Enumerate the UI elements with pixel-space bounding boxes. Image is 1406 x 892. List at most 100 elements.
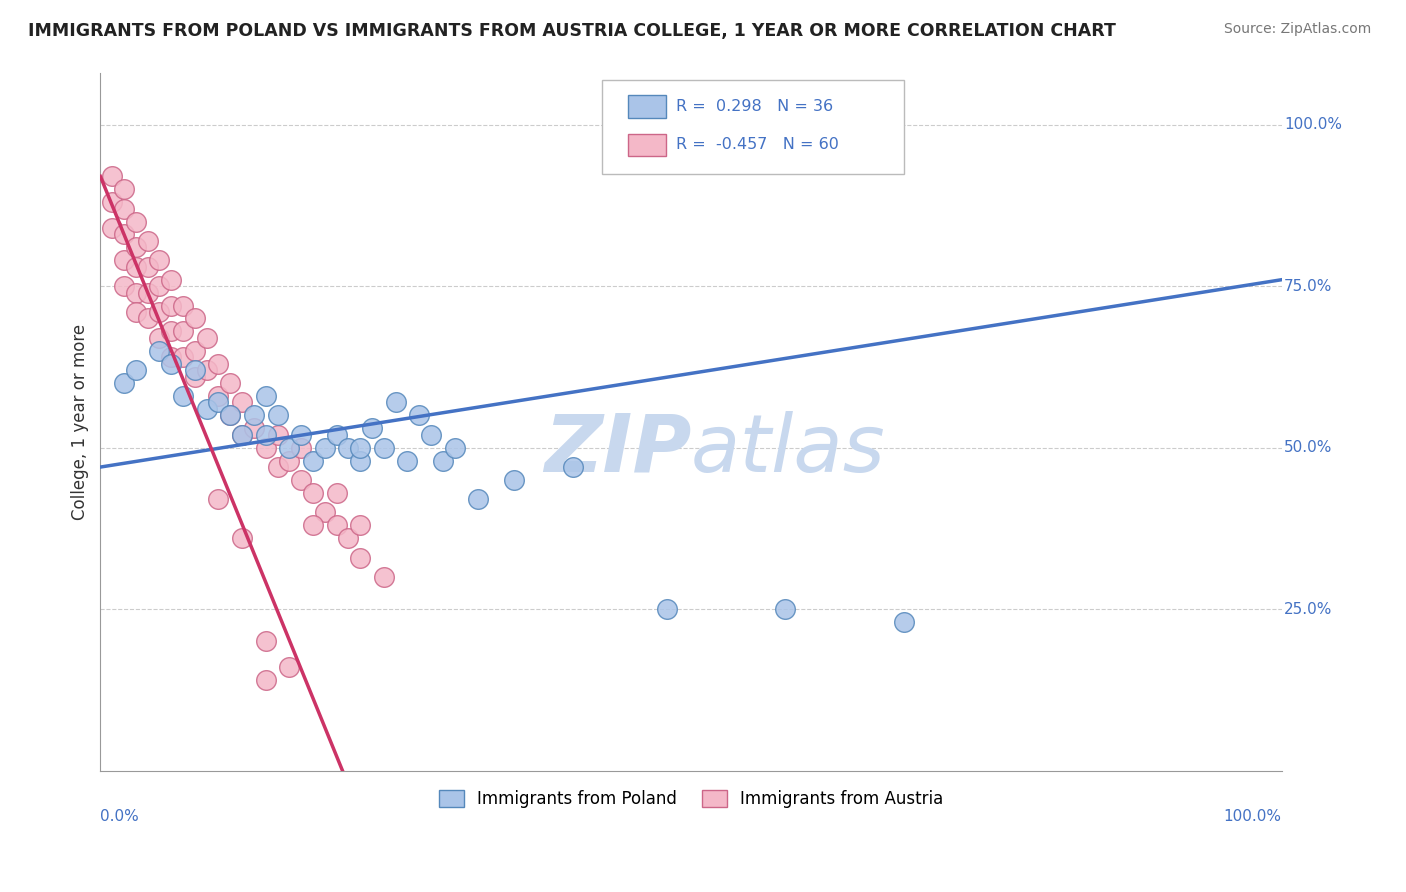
Point bbox=[125, 214, 148, 228]
Point bbox=[207, 492, 229, 507]
Point bbox=[160, 325, 183, 339]
Text: 100.0%: 100.0% bbox=[1284, 117, 1341, 132]
Text: R =  -0.457   N = 60: R = -0.457 N = 60 bbox=[676, 137, 838, 153]
Point bbox=[136, 260, 159, 274]
Point bbox=[325, 427, 347, 442]
Point bbox=[148, 343, 170, 358]
Point bbox=[361, 421, 384, 435]
Text: Source: ZipAtlas.com: Source: ZipAtlas.com bbox=[1223, 22, 1371, 37]
Point bbox=[136, 311, 159, 326]
Text: ZIP: ZIP bbox=[544, 410, 690, 489]
Point bbox=[112, 202, 135, 216]
Point bbox=[184, 343, 207, 358]
Point bbox=[657, 602, 679, 616]
Point bbox=[396, 453, 419, 467]
Point bbox=[148, 331, 170, 345]
Point bbox=[101, 169, 124, 184]
Point bbox=[125, 260, 148, 274]
Point bbox=[231, 427, 253, 442]
Point bbox=[373, 441, 395, 455]
Point bbox=[112, 376, 135, 390]
Point bbox=[160, 299, 183, 313]
Point bbox=[125, 285, 148, 300]
Point bbox=[231, 395, 253, 409]
Point bbox=[349, 550, 371, 565]
Point bbox=[893, 615, 915, 629]
Legend: Immigrants from Poland, Immigrants from Austria: Immigrants from Poland, Immigrants from … bbox=[432, 783, 950, 814]
Point bbox=[172, 299, 194, 313]
Point bbox=[112, 227, 135, 242]
Text: 50.0%: 50.0% bbox=[1284, 440, 1333, 455]
Point bbox=[243, 409, 266, 423]
Point bbox=[125, 363, 148, 377]
Point bbox=[148, 279, 170, 293]
Text: 100.0%: 100.0% bbox=[1223, 809, 1282, 824]
Point bbox=[125, 305, 148, 319]
Point bbox=[443, 441, 465, 455]
Point bbox=[467, 492, 489, 507]
Text: R =  0.298   N = 36: R = 0.298 N = 36 bbox=[676, 99, 832, 114]
Point bbox=[254, 427, 277, 442]
Text: 25.0%: 25.0% bbox=[1284, 602, 1333, 616]
Point bbox=[302, 518, 325, 533]
Point bbox=[266, 460, 288, 475]
Point bbox=[195, 401, 218, 416]
Point bbox=[160, 357, 183, 371]
Point bbox=[207, 357, 229, 371]
Text: atlas: atlas bbox=[690, 410, 886, 489]
Point bbox=[254, 441, 277, 455]
Point bbox=[266, 427, 288, 442]
Point bbox=[775, 602, 797, 616]
Point bbox=[432, 453, 454, 467]
Point bbox=[125, 240, 148, 254]
Point bbox=[160, 350, 183, 364]
Point bbox=[325, 518, 347, 533]
Point bbox=[184, 363, 207, 377]
Point bbox=[384, 395, 406, 409]
Point bbox=[112, 182, 135, 196]
Point bbox=[266, 409, 288, 423]
Point bbox=[160, 273, 183, 287]
Point bbox=[349, 518, 371, 533]
FancyBboxPatch shape bbox=[602, 80, 904, 174]
Point bbox=[278, 660, 301, 674]
Point bbox=[231, 531, 253, 545]
Y-axis label: College, 1 year or more: College, 1 year or more bbox=[72, 324, 89, 520]
Point bbox=[195, 363, 218, 377]
Point bbox=[373, 570, 395, 584]
Point bbox=[254, 673, 277, 688]
Point bbox=[207, 395, 229, 409]
Point bbox=[278, 453, 301, 467]
Point bbox=[207, 389, 229, 403]
Bar bbox=[628, 95, 666, 118]
Point bbox=[195, 331, 218, 345]
Point bbox=[254, 634, 277, 648]
Text: IMMIGRANTS FROM POLAND VS IMMIGRANTS FROM AUSTRIA COLLEGE, 1 YEAR OR MORE CORREL: IMMIGRANTS FROM POLAND VS IMMIGRANTS FRO… bbox=[28, 22, 1116, 40]
Text: 75.0%: 75.0% bbox=[1284, 278, 1333, 293]
Point bbox=[148, 305, 170, 319]
Text: 0.0%: 0.0% bbox=[100, 809, 139, 824]
Point bbox=[325, 486, 347, 500]
Point bbox=[561, 460, 583, 475]
Point bbox=[136, 234, 159, 248]
Point bbox=[290, 441, 312, 455]
Point bbox=[172, 350, 194, 364]
Point bbox=[408, 409, 430, 423]
Point bbox=[184, 369, 207, 384]
Point bbox=[278, 441, 301, 455]
Point bbox=[148, 253, 170, 268]
Point bbox=[101, 195, 124, 210]
Point bbox=[314, 505, 336, 519]
Point bbox=[243, 421, 266, 435]
Point bbox=[219, 409, 242, 423]
Point bbox=[290, 427, 312, 442]
Point bbox=[219, 409, 242, 423]
Point bbox=[254, 389, 277, 403]
Point bbox=[112, 253, 135, 268]
Point bbox=[112, 279, 135, 293]
Point bbox=[349, 441, 371, 455]
Point bbox=[136, 285, 159, 300]
Bar bbox=[628, 134, 666, 156]
Point bbox=[290, 473, 312, 487]
Point bbox=[349, 453, 371, 467]
